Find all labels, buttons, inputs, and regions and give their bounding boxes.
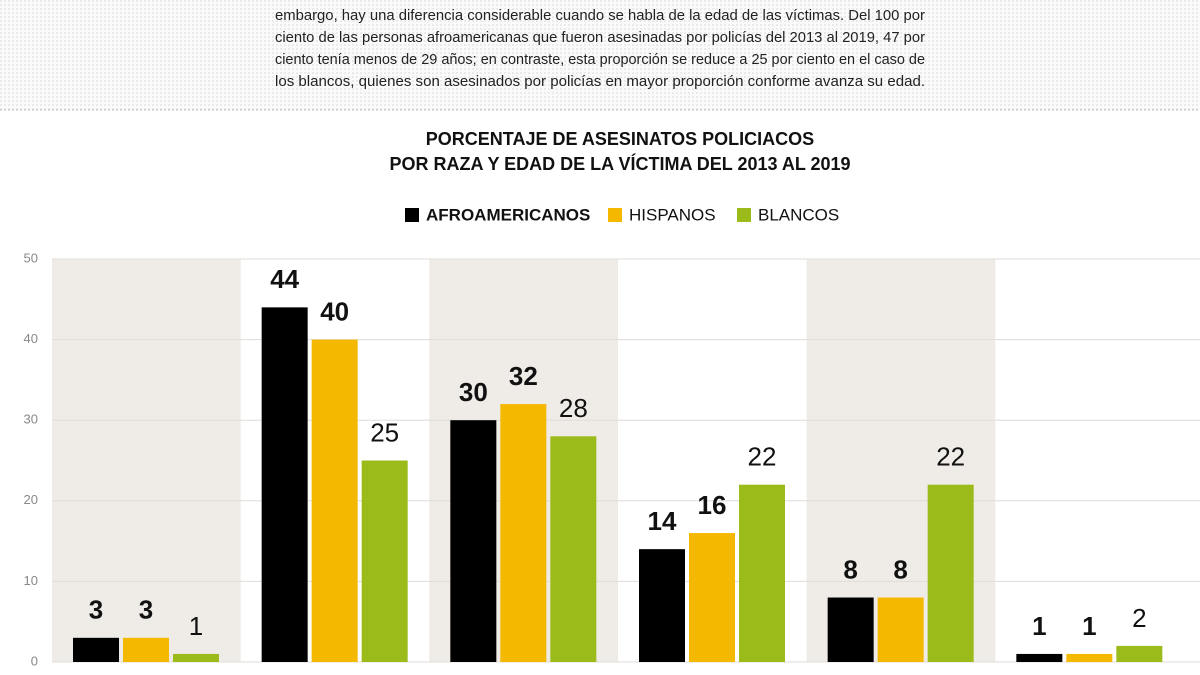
bar [311, 339, 358, 662]
bar [877, 597, 924, 662]
data-label: 8 [893, 554, 907, 584]
data-label: 8 [843, 554, 857, 584]
bar [1116, 645, 1163, 662]
bar [173, 653, 219, 662]
data-label: 40 [320, 296, 349, 326]
chart-title: PORCENTAJE DE ASESINATOS POLICIACOS [426, 129, 814, 149]
data-label: 30 [459, 377, 488, 407]
bar [73, 637, 119, 662]
intro-line: ciento tenía menos de 29 años; en contra… [275, 51, 925, 68]
bar [550, 436, 597, 662]
bar [827, 597, 874, 662]
bar [739, 484, 785, 662]
y-tick-label: 40 [24, 331, 38, 346]
bar [639, 549, 685, 662]
intro-line: ciento de las personas afroamericanas qu… [275, 29, 925, 46]
data-label: 1 [1082, 611, 1096, 641]
bar [261, 307, 308, 662]
data-label: 44 [270, 264, 299, 294]
band-background [52, 259, 241, 662]
chart-title: POR RAZA Y EDAD DE LA VÍCTIMA DEL 2013 A… [389, 153, 850, 174]
data-label: 22 [936, 442, 965, 472]
y-tick-label: 30 [24, 412, 38, 427]
bar [1016, 653, 1063, 662]
legend-label: AFROAMERICANOS [426, 205, 590, 224]
bar [123, 637, 169, 662]
data-label: 3 [139, 595, 153, 625]
data-label: 22 [748, 442, 777, 472]
y-tick-label: 20 [24, 492, 38, 507]
legend-swatch [405, 208, 419, 222]
data-label: 25 [370, 417, 399, 447]
legend-swatch [737, 208, 751, 222]
data-label: 28 [559, 393, 588, 423]
legend-label: BLANCOS [758, 205, 839, 224]
data-label: 1 [1032, 611, 1046, 641]
y-tick-label: 50 [24, 250, 38, 265]
data-label: 32 [509, 361, 538, 391]
intro-background [0, 0, 1200, 110]
y-tick-label: 10 [24, 573, 38, 588]
bar [689, 533, 735, 662]
legend-label: HISPANOS [629, 205, 716, 224]
data-label: 3 [89, 595, 103, 625]
y-tick-label: 0 [31, 653, 38, 668]
intro-line: embargo, hay una diferencia considerable… [275, 7, 925, 24]
data-label: 1 [189, 611, 203, 641]
bar [500, 404, 547, 662]
bar [927, 484, 974, 662]
data-label: 2 [1132, 603, 1146, 633]
bar [450, 420, 497, 662]
intro-line: los blancos, quienes son asesinados por … [275, 73, 925, 90]
bar [1066, 653, 1113, 662]
legend-swatch [608, 208, 622, 222]
data-label: 14 [648, 506, 677, 536]
data-label: 16 [698, 490, 727, 520]
bar [361, 460, 408, 662]
